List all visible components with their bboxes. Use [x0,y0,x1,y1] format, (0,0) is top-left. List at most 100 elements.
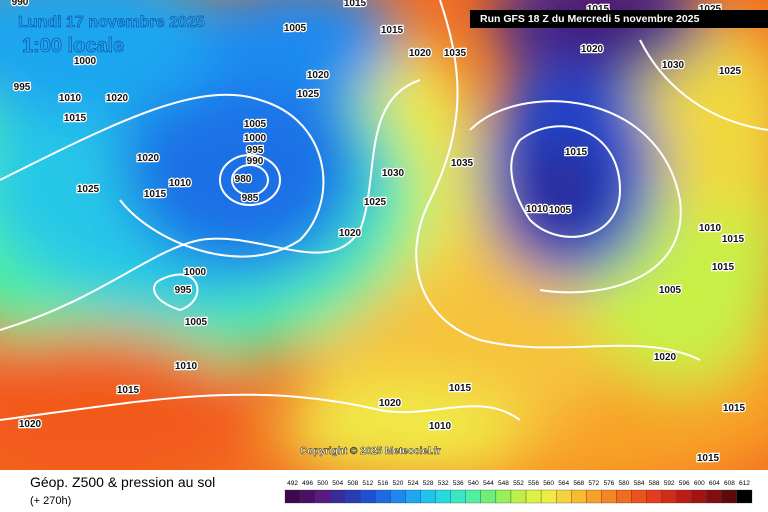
scale-label: 516 [377,480,388,487]
isobar-label: 1000 [244,133,267,144]
scale-swatch [691,489,707,504]
isobar-label: 1020 [137,153,160,164]
isobar-label: 1010 [429,421,452,432]
scale-swatch [721,489,738,504]
isobar-label: 1015 [449,383,472,394]
isobar-label: 1010 [175,361,198,372]
scale-swatch [661,489,677,504]
scale-label: 496 [302,480,313,487]
scale-label: 528 [423,480,434,487]
scale-label: 492 [287,480,298,487]
isobar [219,154,282,206]
isobar-label: 1010 [59,93,82,104]
isobar-label: 1020 [339,228,362,239]
scale-label: 540 [468,480,479,487]
copyright: Copyright © 2025 Meteociel.fr [300,446,441,457]
scale-label: 568 [573,480,584,487]
scale-label: 508 [347,480,358,487]
isobar-label: 1010 [169,178,192,189]
scale-swatch [571,489,587,504]
scale-swatch [631,489,647,504]
isobar-label: 1005 [185,317,208,328]
isobar-label: 1015 [565,147,588,158]
scale-swatch [495,489,512,504]
isobar-label: 1000 [184,267,207,278]
isobar [415,0,701,361]
isobar-label: 1030 [382,168,405,179]
scale-label: 564 [558,480,569,487]
isobar-label: 995 [247,145,264,156]
scale-swatch [435,489,451,504]
scale-swatch [706,489,723,504]
scale-label: 560 [543,480,554,487]
scale-swatch [375,489,391,504]
scale-swatch [465,489,481,504]
scale-label: 556 [528,480,539,487]
scale-swatch [420,489,436,504]
scale-swatch [345,489,361,504]
run-label: Run GFS 18 Z du Mercredi 5 novembre 2025 [480,13,700,25]
field-blobs [0,0,768,470]
isobar-label: 1035 [451,158,474,169]
isobar [153,273,199,312]
isobar [639,39,768,131]
isobar [510,125,622,238]
scale-label: 544 [483,480,494,487]
scale-label: 588 [649,480,660,487]
scale-swatch [299,489,316,504]
scale-label: 552 [513,480,524,487]
isobar-label: 1020 [379,398,402,409]
scale-swatch [450,489,466,504]
isobar-label: 1010 [699,223,722,234]
scale-label: 584 [634,480,645,487]
footer-title: Géop. Z500 & pression au sol [30,474,215,490]
scale-label: 612 [739,480,750,487]
isobar-label: 1025 [297,89,320,100]
isobar-label: 1025 [364,197,387,208]
isobar-label: 990 [247,156,264,167]
scale-swatch [676,489,692,504]
scale-swatch [736,489,753,504]
isobar [231,164,270,196]
scale-swatch [480,489,497,504]
scale-label: 548 [498,480,509,487]
scale-label: 536 [453,480,464,487]
scale-swatch [360,489,376,504]
scale-swatch [510,489,527,504]
isobar-label: 990 [12,0,29,8]
isobar-label: 1020 [19,419,42,430]
isobar-label: 1015 [712,262,735,273]
scale-swatch [405,489,421,504]
isobar-label: 1015 [381,25,404,36]
scale-label: 600 [694,480,705,487]
scale-swatch [525,489,542,504]
isobar-label: 985 [242,193,259,204]
scale-swatch [646,489,662,504]
isobar-label: 1015 [64,113,87,124]
isobar-label: 1020 [581,44,604,55]
isobar-label: 995 [175,285,192,296]
isobar-label: 1020 [307,70,330,81]
scale-label: 592 [664,480,675,487]
isobar-label: 1015 [117,385,140,396]
isobar-label: 1035 [444,48,467,59]
isobar-label: 1000 [74,56,97,67]
isobar-label: 1005 [659,285,682,296]
isobar [0,393,521,421]
isobar-label: 1015 [697,453,720,464]
date-label: Lundi 17 novembre 2025 [18,14,205,31]
scale-swatch [586,489,602,504]
scale-label: 512 [362,480,373,487]
color-scale: 492 496 500 504 508 512 516 520 524 528 532 536 540 5… [284,480,753,504]
isobar [0,79,421,331]
scale-label: 504 [332,480,343,487]
isobar-label: 1020 [409,48,432,59]
scale-label: 572 [588,480,599,487]
isobar-label: 1020 [654,352,677,363]
scale-label: 604 [709,480,720,487]
isobar-label: 1020 [106,93,129,104]
